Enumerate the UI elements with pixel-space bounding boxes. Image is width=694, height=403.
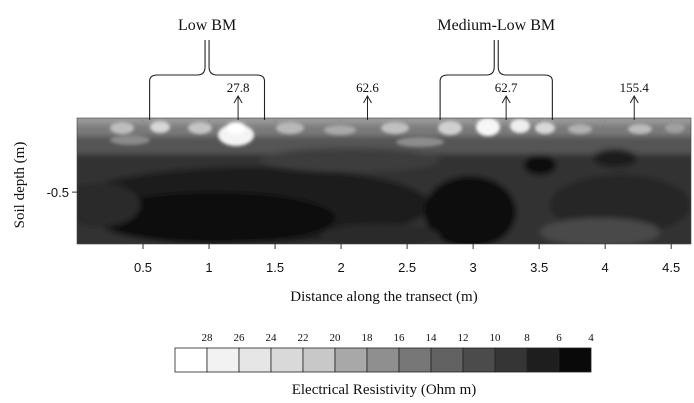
colorbar-level-label: 4 [588, 332, 594, 344]
x-tick-label: 1 [205, 260, 212, 275]
annotations: 27.8 62.6 62.7 155.4 [227, 80, 650, 120]
group-label: Medium-Low BM [437, 17, 555, 34]
colorbar: 28 26 24 22 20 18 16 14 12 10 8 6 4 [174, 332, 594, 373]
group-bracket [439, 40, 553, 120]
colorbar-swatch [334, 347, 368, 373]
colorbar-swatch [270, 347, 304, 373]
colorbar-swatch [206, 347, 240, 373]
colorbar-swatch [462, 347, 496, 373]
annotation-value: 155.4 [620, 80, 650, 95]
colorbar-level-label: 26 [234, 332, 246, 344]
contour-field [77, 118, 691, 244]
colorbar-swatch [430, 347, 464, 373]
colorbar-swatch [398, 347, 432, 373]
colorbar-swatch [302, 347, 336, 373]
annotation-value: 62.7 [495, 80, 518, 95]
group-brackets: Low BM Medium-Low BM [149, 17, 555, 120]
colorbar-label: Electrical Resistivity (Ohm m) [292, 382, 477, 398]
colorbar-level-label: 22 [298, 332, 309, 344]
colorbar-level-label: 16 [394, 332, 406, 344]
x-axis-label: Distance along the transect (m) [290, 289, 477, 305]
annotation-arrow [363, 94, 372, 120]
colorbar-swatch [494, 347, 528, 373]
annotation-arrow [501, 94, 511, 120]
x-tick-label: 4.5 [662, 260, 680, 275]
colorbar-level-label: 18 [362, 332, 374, 344]
colorbar-level-label: 6 [556, 332, 562, 344]
colorbar-level-label: 10 [490, 332, 502, 344]
colorbar-level-label: 12 [458, 332, 469, 344]
annotation-value: 27.8 [227, 80, 250, 95]
plot-frame [76, 117, 692, 245]
colorbar-level-label: 8 [524, 332, 530, 344]
annotation-arrow [629, 94, 639, 120]
x-tick-label: 0.5 [134, 260, 152, 275]
y-axis: -0.5 [47, 185, 77, 200]
annotation-value: 62.6 [356, 80, 379, 95]
x-tick-label: 4 [602, 260, 609, 275]
x-axis: 0.5 1 1.5 2 2.5 3 3.5 4 4.5 [134, 118, 680, 275]
colorbar-level-label: 20 [330, 332, 342, 344]
x-tick-label: 1.5 [266, 260, 284, 275]
group-bracket [149, 40, 266, 120]
x-tick-label: 3 [470, 260, 477, 275]
annotation-arrow [233, 94, 243, 120]
x-tick-label: 2 [337, 260, 344, 275]
x-tick-label: 2.5 [398, 260, 416, 275]
colorbar-swatch [238, 347, 272, 373]
colorbar-swatch [366, 347, 400, 373]
colorbar-swatch [174, 347, 208, 373]
colorbar-swatch [526, 347, 560, 373]
x-tick-label: 3.5 [530, 260, 548, 275]
y-tick-label: -0.5 [47, 185, 69, 200]
group-label: Low BM [178, 17, 236, 34]
colorbar-level-label: 28 [202, 332, 214, 344]
colorbar-level-label: 24 [266, 332, 278, 344]
y-axis-label: Soil depth (m) [12, 142, 28, 229]
colorbar-swatch [558, 347, 592, 373]
colorbar-level-label: 14 [426, 332, 438, 344]
